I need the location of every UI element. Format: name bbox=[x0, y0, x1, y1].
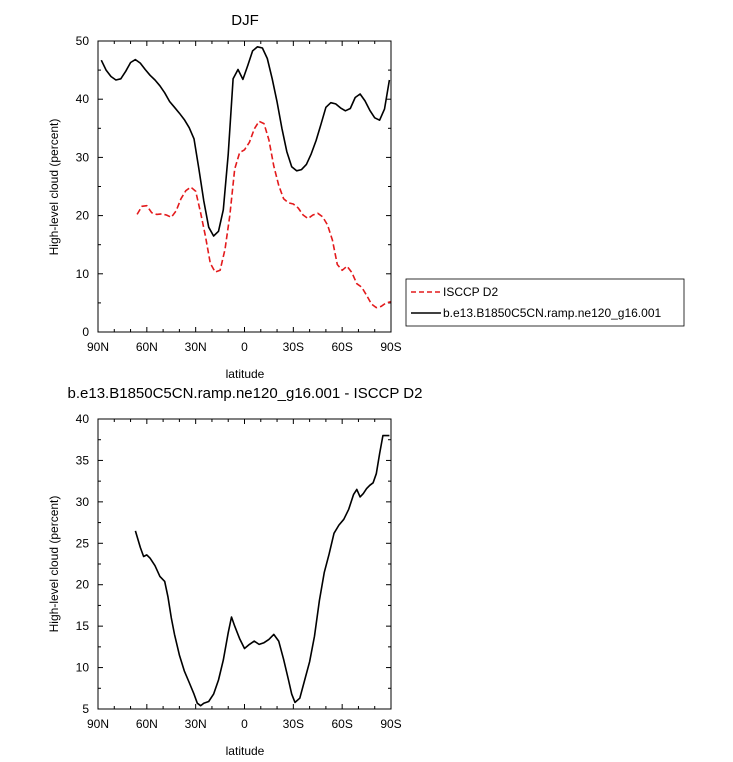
top-chart-ytick-label: 40 bbox=[76, 92, 90, 106]
top-chart-series bbox=[100, 45, 392, 309]
bottom-chart-series bbox=[134, 434, 390, 707]
bottom-chart-ytick-label: 35 bbox=[76, 453, 90, 467]
bottom-chart-ytick-label: 15 bbox=[76, 619, 90, 633]
bottom-chart-xtick-label: 90S bbox=[380, 717, 401, 731]
bottom-chart-xtick-label: 60N bbox=[136, 717, 158, 731]
top-chart-xlabel: latitude bbox=[226, 367, 265, 381]
top-chart-xtick-label: 60N bbox=[136, 340, 158, 354]
top-chart-ytick-label: 0 bbox=[82, 325, 89, 339]
top-chart-xtick-label: 0 bbox=[241, 340, 248, 354]
legend: ISCCP D2 b.e13.B1850C5CN.ramp.ne120_g16.… bbox=[405, 278, 685, 327]
top-chart-axes: 90N 60N 30N 0 30S 60S 90S 0 10 20 30 40 50 bbox=[76, 34, 402, 354]
top-chart-series-line-0 bbox=[136, 120, 392, 309]
bottom-chart-axes: 90N 60N 30N 0 30S 60S 90S 5 10 15 20 25 30 35 40 bbox=[76, 412, 402, 731]
top-chart-ytick-label: 30 bbox=[76, 150, 90, 164]
top-chart-series-line-1 bbox=[100, 45, 391, 237]
top-chart-ylabel: High-level cloud (percent) bbox=[47, 119, 61, 256]
bottom-chart-series-line-0 bbox=[134, 434, 390, 707]
top-chart-xtick-label: 30N bbox=[185, 340, 207, 354]
top-chart-xtick-label: 60S bbox=[331, 340, 352, 354]
top-chart-frame bbox=[97, 40, 392, 333]
bottom-chart-xtick-label: 90N bbox=[87, 717, 109, 731]
bottom-chart-xtick-label: 60S bbox=[331, 717, 352, 731]
bottom-chart-xtick-label: 0 bbox=[241, 717, 248, 731]
top-chart-title: DJF bbox=[231, 12, 259, 29]
bottom-chart-frame bbox=[97, 418, 392, 710]
bottom-chart-xtick-label: 30S bbox=[283, 717, 304, 731]
bottom-chart: b.e13.B1850C5CN.ramp.ne120_g16.001 - ISC… bbox=[47, 385, 422, 758]
top-chart: DJF 90N 60N 30N 0 30S 60S 90S 0 10 20 30 40 50 latit… bbox=[47, 12, 402, 381]
top-chart-xtick-label: 90S bbox=[380, 340, 401, 354]
legend-box bbox=[405, 278, 685, 327]
bottom-chart-ytick-label: 40 bbox=[76, 412, 90, 426]
bottom-chart-ytick-label: 10 bbox=[76, 661, 90, 675]
bottom-chart-xlabel: latitude bbox=[226, 744, 265, 758]
bottom-chart-ytick-label: 20 bbox=[76, 578, 90, 592]
bottom-chart-title: b.e13.B1850C5CN.ramp.ne120_g16.001 - ISC… bbox=[68, 385, 423, 402]
top-chart-xtick-label: 30S bbox=[283, 340, 304, 354]
legend-label-model: b.e13.B1850C5CN.ramp.ne120_g16.001 bbox=[443, 306, 661, 320]
bottom-chart-ytick-label: 30 bbox=[76, 495, 90, 509]
bottom-chart-xtick-label: 30N bbox=[185, 717, 207, 731]
legend-label-isccp: ISCCP D2 bbox=[443, 285, 498, 299]
top-chart-ytick-label: 10 bbox=[76, 267, 90, 281]
bottom-chart-ytick-label: 25 bbox=[76, 536, 90, 550]
top-chart-xtick-label: 90N bbox=[87, 340, 109, 354]
bottom-chart-ylabel: High-level cloud (percent) bbox=[47, 496, 61, 633]
bottom-chart-ytick-label: 5 bbox=[82, 702, 89, 716]
top-chart-ytick-label: 20 bbox=[76, 209, 90, 223]
top-chart-ytick-label: 50 bbox=[76, 34, 90, 48]
